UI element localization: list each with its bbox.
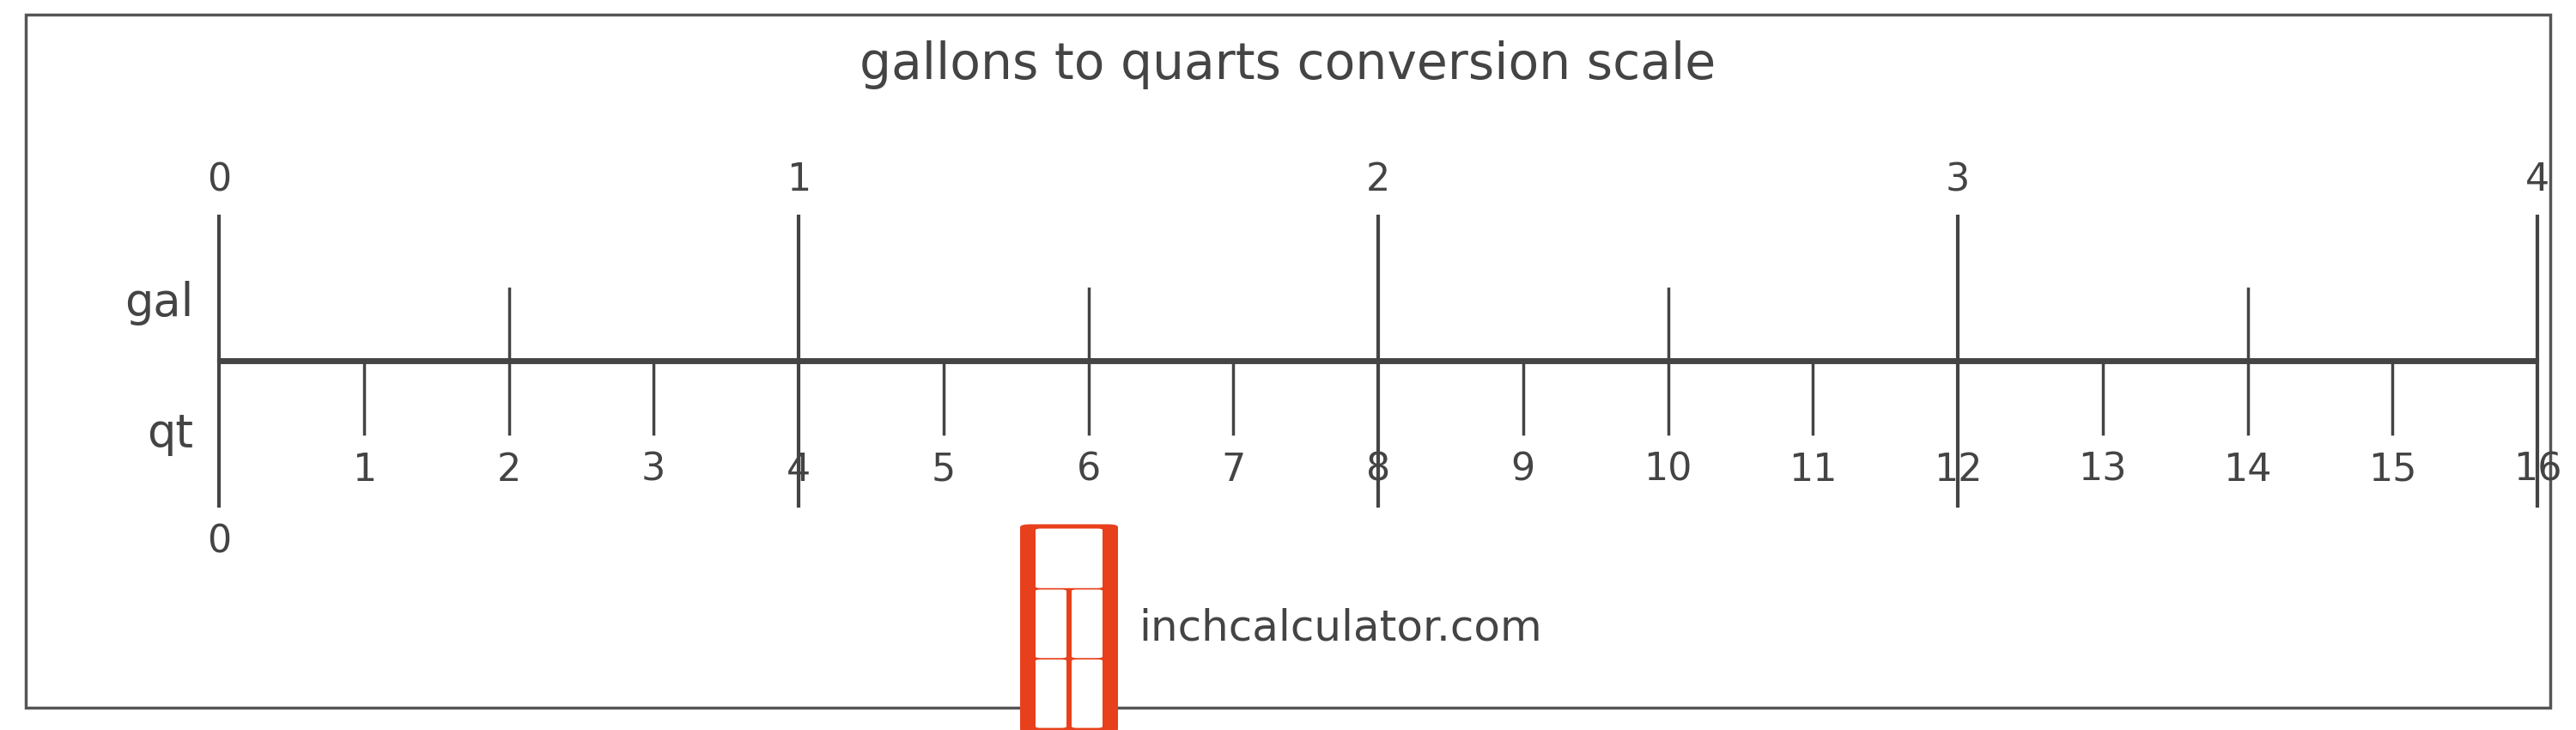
FancyBboxPatch shape [1036, 529, 1103, 588]
FancyBboxPatch shape [1036, 590, 1066, 658]
Text: 3: 3 [641, 451, 665, 488]
Text: 8: 8 [1365, 451, 1391, 488]
Text: 9: 9 [1512, 451, 1535, 488]
Text: 2: 2 [1365, 161, 1391, 199]
Text: 12: 12 [1935, 451, 1981, 488]
Text: gallons to quarts conversion scale: gallons to quarts conversion scale [860, 41, 1716, 90]
Text: 5: 5 [933, 451, 956, 488]
FancyBboxPatch shape [1020, 524, 1118, 730]
Text: 13: 13 [2079, 451, 2128, 488]
Text: 3: 3 [1945, 161, 1971, 199]
Text: 4: 4 [2524, 161, 2550, 199]
Text: 15: 15 [2367, 451, 2416, 488]
Text: 0: 0 [206, 523, 232, 561]
Text: qt: qt [147, 411, 193, 456]
Text: 11: 11 [1788, 451, 1837, 488]
Text: 6: 6 [1077, 451, 1100, 488]
Text: 10: 10 [1643, 451, 1692, 488]
Text: 7: 7 [1221, 451, 1244, 488]
FancyBboxPatch shape [1072, 590, 1103, 658]
Text: 2: 2 [497, 451, 520, 488]
Text: 1: 1 [786, 161, 811, 199]
FancyBboxPatch shape [1036, 659, 1066, 728]
Text: gal: gal [124, 281, 193, 326]
FancyBboxPatch shape [1072, 659, 1103, 728]
Text: 16: 16 [2514, 451, 2561, 488]
Text: 14: 14 [2223, 451, 2272, 488]
Text: 1: 1 [353, 451, 376, 488]
Text: 0: 0 [206, 161, 232, 199]
Text: inchcalculator.com: inchcalculator.com [1139, 607, 1543, 649]
Text: 4: 4 [786, 451, 811, 488]
